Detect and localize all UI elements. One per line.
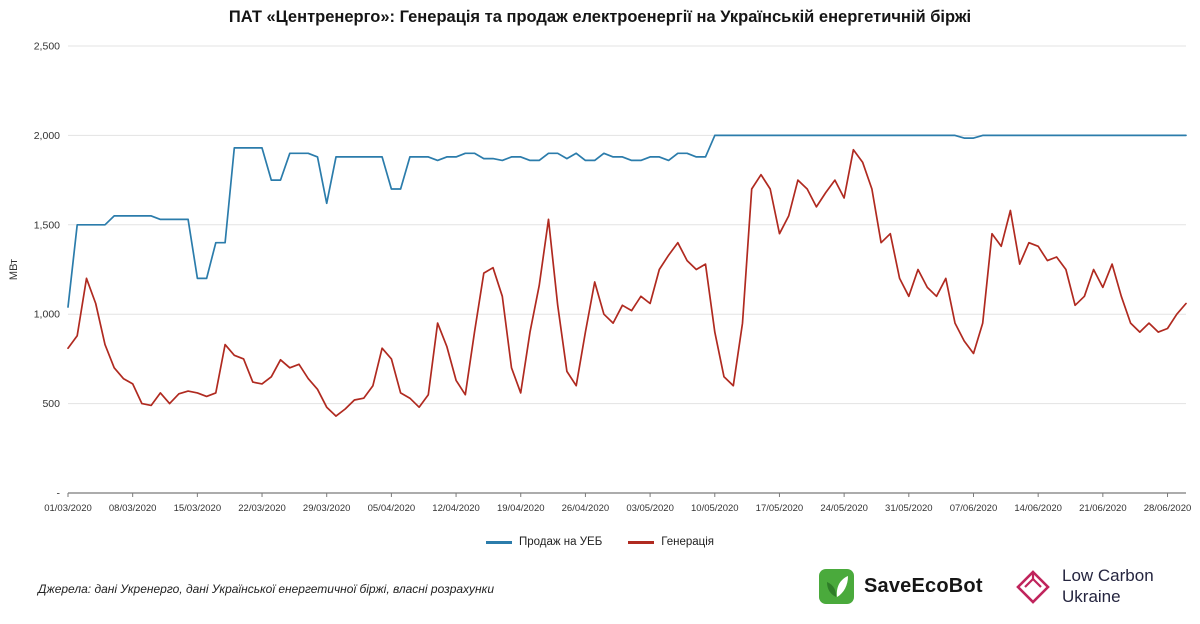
saveecobot-leaf-icon	[818, 568, 855, 605]
svg-text:05/04/2020: 05/04/2020	[368, 503, 416, 514]
low-carbon-line1: Low Carbon	[1062, 566, 1154, 585]
svg-text:2,000: 2,000	[34, 130, 60, 142]
svg-text:10/05/2020: 10/05/2020	[691, 503, 739, 514]
svg-text:03/05/2020: 03/05/2020	[626, 503, 674, 514]
svg-text:08/03/2020: 08/03/2020	[109, 503, 157, 514]
legend-label-sales: Продаж на УЕБ	[518, 536, 603, 548]
svg-text:500: 500	[42, 398, 60, 410]
saveecobot-logo-text: SaveEcoBot	[864, 575, 983, 597]
low-carbon-ukraine-logo: Low Carbon Ukraine	[1014, 566, 1154, 607]
svg-text:1,500: 1,500	[34, 219, 60, 231]
sources-note: Джерела: дані Укренерго, дані Українсько…	[38, 582, 494, 596]
svg-text:1,000: 1,000	[34, 309, 60, 321]
svg-text:12/04/2020: 12/04/2020	[432, 503, 480, 514]
svg-text:26/04/2020: 26/04/2020	[562, 503, 610, 514]
svg-text:29/03/2020: 29/03/2020	[303, 503, 351, 514]
svg-text:07/06/2020: 07/06/2020	[950, 503, 998, 514]
svg-text:МВт: МВт	[8, 259, 20, 280]
svg-text:22/03/2020: 22/03/2020	[238, 503, 286, 514]
svg-text:28/06/2020: 28/06/2020	[1144, 503, 1192, 514]
saveecobot-logo: SaveEcoBot	[818, 568, 983, 605]
legend-label-generation: Генерація	[661, 536, 715, 548]
chart-svg: - 500 1,000 1,500 2,000 2,500 01/03/2020 08/03/…	[8, 41, 1192, 515]
chart-title: ПАТ «Центренерго»: Генерація та продаж е…	[228, 8, 972, 26]
low-carbon-logo-text: Low Carbon Ukraine	[1062, 566, 1154, 607]
svg-text:15/03/2020: 15/03/2020	[174, 503, 222, 514]
low-carbon-diamond-icon	[1014, 568, 1052, 606]
chart-legend: Продаж на УЕБ Генерація	[0, 536, 1200, 548]
svg-text:01/03/2020: 01/03/2020	[44, 503, 92, 514]
svg-text:21/06/2020: 21/06/2020	[1079, 503, 1127, 514]
svg-text:-: -	[57, 488, 61, 500]
legend-item-sales: Продаж на УЕБ	[485, 536, 603, 548]
generation-line-swatch	[628, 540, 655, 544]
svg-text:24/05/2020: 24/05/2020	[820, 503, 868, 514]
svg-text:19/04/2020: 19/04/2020	[497, 503, 545, 514]
low-carbon-line2: Ukraine	[1062, 586, 1121, 606]
svg-text:14/06/2020: 14/06/2020	[1014, 503, 1062, 514]
svg-text:17/05/2020: 17/05/2020	[756, 503, 804, 514]
legend-item-generation: Генерація	[628, 536, 714, 548]
svg-text:31/05/2020: 31/05/2020	[885, 503, 933, 514]
svg-text:2,500: 2,500	[34, 41, 60, 53]
sales-line-swatch	[485, 540, 512, 544]
